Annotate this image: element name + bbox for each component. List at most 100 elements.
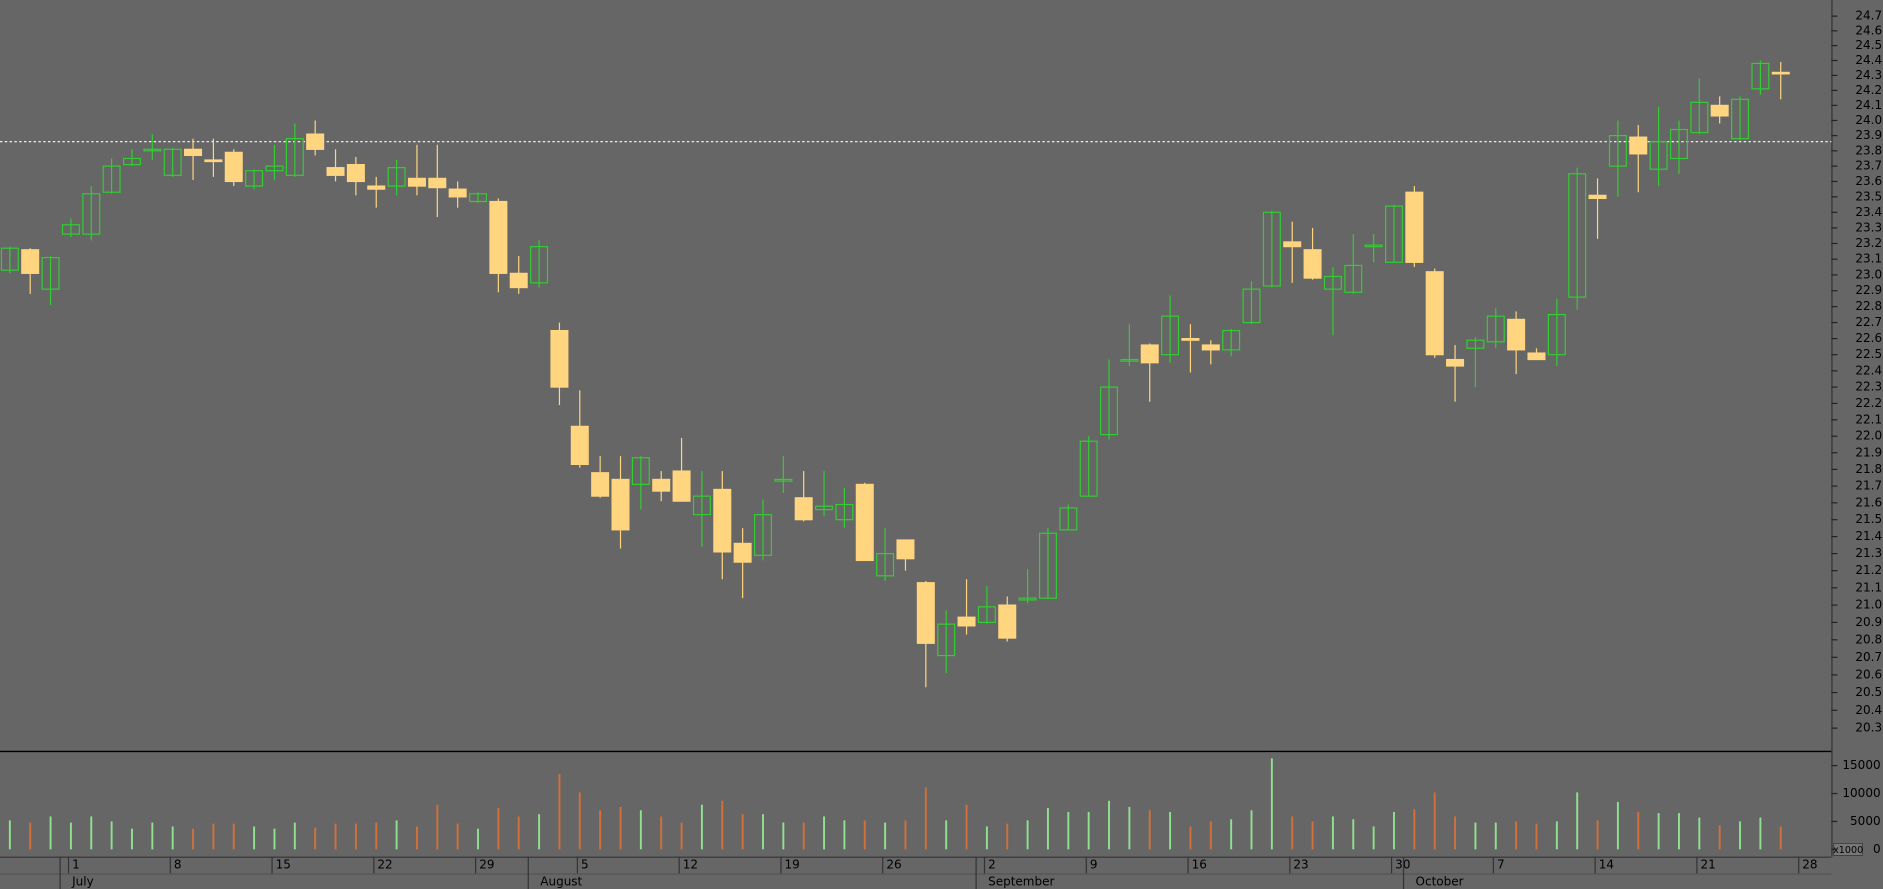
volume-tick-label: 0 <box>1873 842 1881 856</box>
up-body <box>1323 275 1342 290</box>
down-body <box>1588 194 1607 200</box>
up-body <box>0 247 19 271</box>
month-label: October <box>1416 874 1464 888</box>
volume-bar <box>721 800 724 850</box>
up-body <box>1262 211 1281 287</box>
volume-bar <box>1454 816 1457 850</box>
volume-tick-label: 5000 <box>1850 814 1881 828</box>
up-body <box>1649 141 1668 170</box>
down-body <box>713 488 732 553</box>
y-tick-label: 24.1 <box>1855 98 1882 112</box>
x-tick-label: 8 <box>174 857 182 871</box>
volume-bar <box>1576 792 1579 850</box>
y-tick-label: 21.2 <box>1855 563 1882 577</box>
volume-bar <box>1739 821 1741 850</box>
volume-bar <box>1698 817 1701 850</box>
up-body <box>1364 244 1383 248</box>
y-tick-label: 22.9 <box>1855 283 1882 297</box>
y-tick-label: 21.8 <box>1855 462 1882 476</box>
volume-bar <box>1474 822 1477 850</box>
x-tick-label: 14 <box>1599 857 1614 871</box>
x-tick-label: 15 <box>276 857 291 871</box>
y-tick-label: 22.7 <box>1855 315 1882 329</box>
y-tick-label: 21.7 <box>1855 479 1882 493</box>
volume-bar <box>1616 801 1619 850</box>
x-tick-label: 28 <box>1802 857 1817 871</box>
up-body <box>1547 313 1566 356</box>
up-body <box>1731 98 1750 140</box>
up-body <box>774 478 793 482</box>
volume-bar <box>1779 826 1782 850</box>
down-body <box>1710 104 1729 117</box>
y-tick-label: 20.7 <box>1855 650 1882 664</box>
volume-bar <box>497 808 500 850</box>
x-tick-label: 12 <box>683 857 698 871</box>
volume-bar <box>314 827 317 850</box>
volume-bar <box>1331 816 1334 850</box>
up-body <box>469 193 488 203</box>
volume-bar <box>1535 823 1538 850</box>
y-tick-label: 21.3 <box>1855 546 1882 560</box>
x-tick-label: 2 <box>988 857 996 871</box>
up-body <box>122 157 141 166</box>
up-body <box>1018 597 1037 601</box>
up-body <box>1751 62 1770 90</box>
down-body <box>957 616 976 627</box>
down-body <box>326 167 345 176</box>
volume-bar <box>1393 811 1395 850</box>
down-body <box>1629 136 1648 155</box>
down-body <box>916 582 935 644</box>
volume-bar <box>619 806 622 850</box>
volume-bar <box>1311 821 1314 850</box>
volume-bar <box>273 828 276 850</box>
y-tick-label: 23.0 <box>1855 267 1882 281</box>
down-body <box>428 177 447 189</box>
volume-bar <box>762 814 764 850</box>
volume-bar <box>782 822 785 850</box>
y-tick-label: 24.5 <box>1855 38 1882 52</box>
volume-bar <box>1596 820 1599 850</box>
volume-bar <box>212 823 215 850</box>
down-body <box>733 542 752 563</box>
y-tick-label: 23.8 <box>1855 143 1882 157</box>
down-body <box>896 539 915 560</box>
up-body <box>387 167 406 187</box>
volume-bar <box>904 820 907 850</box>
volume-unit-label: x1000 <box>1833 845 1863 856</box>
up-body <box>1690 101 1709 134</box>
y-tick-label: 22.4 <box>1855 363 1882 377</box>
volume-bar <box>1515 821 1518 850</box>
x-tick-label: 7 <box>1497 857 1505 871</box>
volume-bar <box>334 823 337 850</box>
y-tick-label: 21.1 <box>1855 580 1882 594</box>
volume-bar <box>354 823 357 850</box>
y-tick-label: 22.0 <box>1855 429 1882 443</box>
volume-bar <box>8 820 11 850</box>
down-body <box>184 148 203 157</box>
volume-bar <box>436 804 439 850</box>
down-body <box>855 483 874 562</box>
y-tick-label: 23.9 <box>1855 128 1882 142</box>
volume-bar <box>884 822 887 850</box>
volume-tick-label: 10000 <box>1842 786 1880 800</box>
y-tick-label: 21.4 <box>1855 529 1882 543</box>
volume-bar <box>1291 816 1294 850</box>
volume-bar <box>456 823 459 850</box>
y-tick-label: 24.4 <box>1855 53 1882 67</box>
down-body <box>224 151 243 183</box>
volume-tick-label: 15000 <box>1842 758 1880 772</box>
up-body <box>753 514 772 556</box>
volume-bar <box>680 822 683 850</box>
volume-bar <box>1046 808 1049 850</box>
volume-bar <box>375 822 378 850</box>
up-body <box>530 246 549 284</box>
y-tick-label: 20.4 <box>1855 703 1882 717</box>
y-tick-label: 20.5 <box>1855 685 1882 699</box>
down-body <box>550 329 569 388</box>
up-body <box>265 165 284 172</box>
up-body <box>835 503 854 521</box>
volume-bar <box>1270 758 1273 850</box>
y-tick-label: 20.9 <box>1855 615 1882 629</box>
